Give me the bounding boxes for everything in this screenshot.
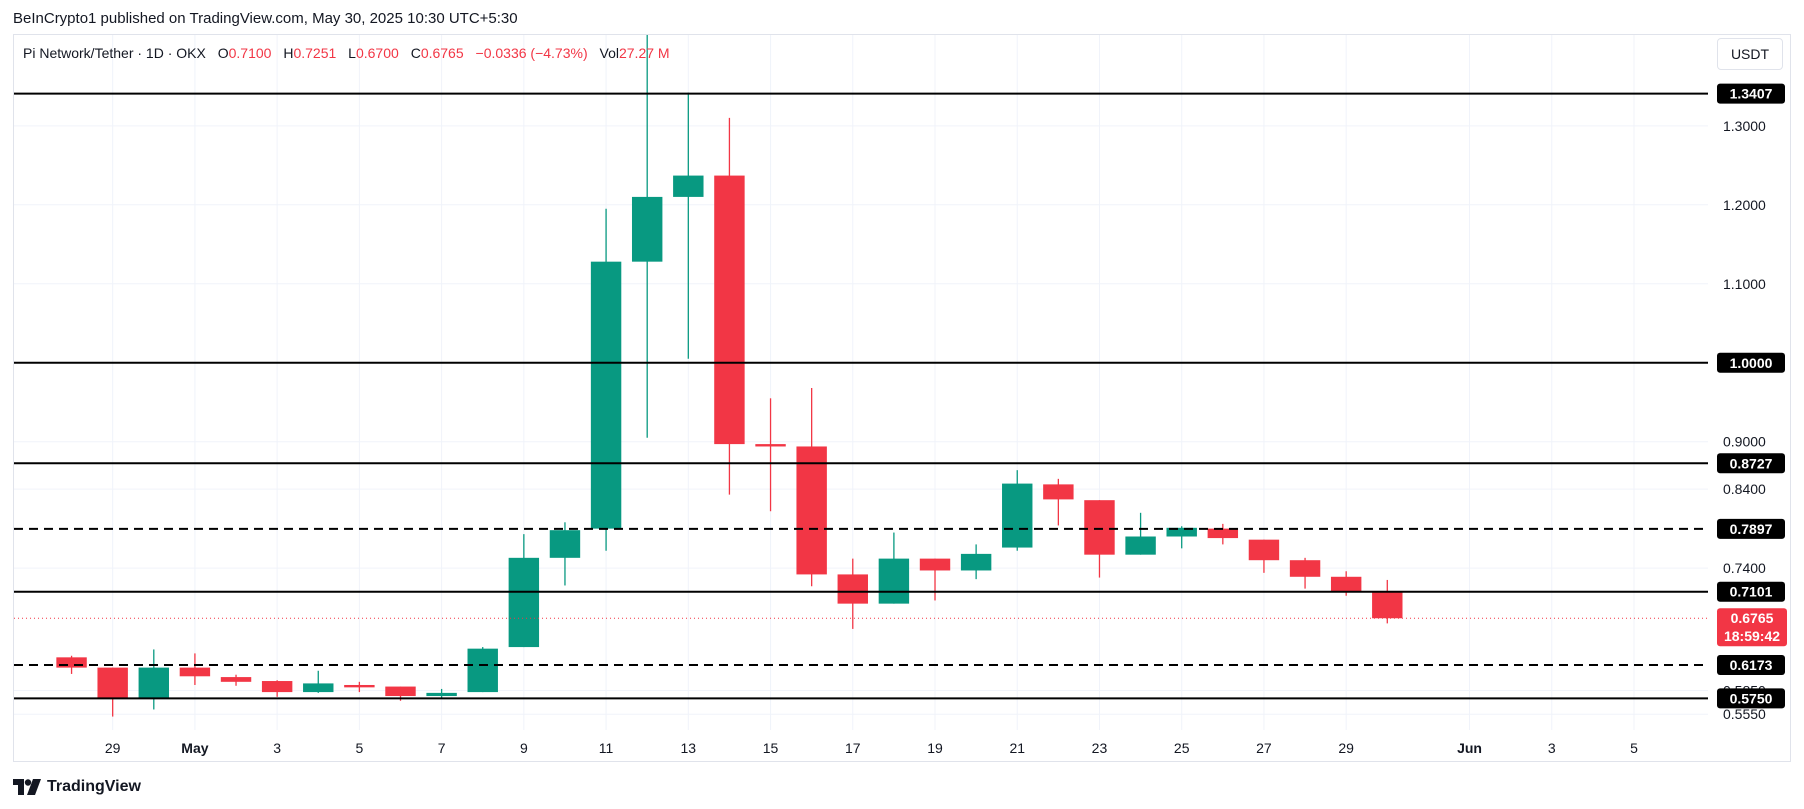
candle-body-4 [220, 677, 252, 682]
candle-body-18 [796, 446, 827, 575]
candle-body-1 [97, 667, 128, 698]
level-label-box-3 [1717, 518, 1785, 539]
candle-body-5 [261, 681, 293, 693]
y-tick-label-4: 0.8400 [1723, 481, 1766, 497]
tradingview-logo-icon [13, 779, 41, 795]
volume-key: Vol [599, 45, 619, 61]
candle-body-32 [1372, 591, 1403, 619]
candle-body-20 [878, 558, 910, 604]
level-label-0: 1.3407 [1730, 86, 1773, 102]
close-value: 0.6765 [420, 45, 464, 61]
candle-body-13 [590, 261, 622, 529]
candle-body-6 [303, 683, 334, 693]
chart-frame[interactable] [13, 34, 1791, 762]
x-tick-label-0: 29 [105, 740, 121, 756]
x-tick-label-17: 3 [1548, 740, 1556, 756]
candle-body-10 [467, 648, 498, 693]
x-tick-label-3: 5 [355, 740, 363, 756]
level-label-box-6 [1717, 688, 1785, 709]
y-tick-label-0: 1.3000 [1723, 118, 1766, 134]
candle-body-14 [631, 196, 663, 262]
candle-body-23 [1002, 483, 1033, 548]
level-label-5: 0.6173 [1730, 657, 1773, 673]
level-label-2: 0.8727 [1730, 455, 1773, 471]
currency-selector[interactable]: USDT [1717, 38, 1783, 70]
x-tick-label-5: 9 [520, 740, 528, 756]
candle-body-25 [1084, 500, 1115, 555]
level-label-4: 0.7101 [1730, 584, 1773, 600]
candle-body-28 [1207, 528, 1239, 539]
candle-body-19 [837, 574, 868, 604]
level-label-box-2 [1717, 453, 1785, 474]
last-price-label: 0.6765 [1731, 610, 1774, 626]
publisher-line: BeInCrypto1 published on TradingView.com… [13, 10, 518, 27]
x-tick-label-11: 21 [1009, 740, 1025, 756]
x-tick-label-14: 27 [1256, 740, 1272, 756]
volume-value: 27.27 M [618, 45, 670, 61]
candle-body-0 [56, 657, 87, 668]
candle-body-27 [1166, 527, 1197, 537]
candle-body-16 [714, 175, 745, 445]
countdown-label: 18:59:42 [1724, 628, 1780, 644]
x-tick-label-7: 13 [681, 740, 697, 756]
x-tick-label-10: 19 [927, 740, 943, 756]
candle-body-24 [1043, 484, 1074, 500]
high-value: 0.7251 [293, 45, 337, 61]
candle-body-31 [1330, 576, 1362, 591]
x-tick-label-8: 15 [763, 740, 779, 756]
candle-body-17 [755, 444, 786, 447]
high-key: H [283, 45, 294, 61]
close-key: C [410, 45, 421, 61]
candle-body-21 [919, 558, 951, 571]
level-label-3: 0.7897 [1730, 521, 1773, 537]
open-key: O [217, 45, 229, 61]
level-label-box-4 [1717, 581, 1785, 602]
low-value: 0.6700 [355, 45, 399, 61]
last-price-box [1717, 608, 1787, 647]
candle-body-26 [1125, 536, 1156, 555]
candle-body-29 [1248, 539, 1280, 561]
tradingview-brand: TradingView [47, 778, 141, 795]
open-value: 0.7100 [228, 45, 272, 61]
candle-body-22 [960, 553, 992, 571]
symbol-title[interactable]: Pi Network/Tether · 1D · OKX [23, 45, 206, 61]
candle-body-11 [508, 557, 540, 648]
candle-body-30 [1289, 560, 1321, 577]
ohlc-legend: Pi Network/Tether · 1D · OKX O0.7100 H0.… [23, 45, 670, 61]
x-tick-label-18: 5 [1630, 740, 1638, 756]
x-tick-label-12: 23 [1092, 740, 1108, 756]
level-label-box-1 [1717, 352, 1785, 373]
x-tick-label-13: 25 [1174, 740, 1190, 756]
x-tick-label-6: 11 [599, 740, 614, 756]
y-tick-label-1: 1.2000 [1723, 197, 1766, 213]
y-tick-label-5: 0.7400 [1723, 560, 1766, 576]
candle-body-9 [426, 692, 457, 697]
candle-body-2 [138, 667, 170, 698]
y-tick-label-2: 1.1000 [1723, 276, 1766, 292]
candle-body-8 [385, 686, 416, 697]
level-label-6: 0.5750 [1730, 690, 1773, 706]
x-tick-label-15: 29 [1338, 740, 1354, 756]
candle-body-15 [673, 175, 704, 197]
tradingview-logo[interactable]: TradingView [13, 778, 141, 796]
x-tick-label-4: 7 [438, 740, 446, 756]
change-value: −0.0336 (−4.73%) [475, 45, 588, 61]
y-tick-label-7: 0.5550 [1723, 706, 1766, 722]
candle-body-12 [549, 530, 581, 558]
x-tick-label-9: 17 [845, 740, 861, 756]
y-tick-label-3: 0.9000 [1723, 434, 1766, 450]
low-key: L [348, 45, 356, 61]
x-tick-label-2: 3 [273, 740, 281, 756]
x-tick-label-1: May [181, 740, 208, 756]
level-label-box-0 [1717, 83, 1785, 104]
candle-body-7 [344, 684, 375, 688]
level-label-1: 1.0000 [1730, 355, 1773, 371]
x-tick-label-16: Jun [1457, 740, 1482, 756]
candle-body-3 [179, 667, 211, 677]
level-label-box-5 [1717, 655, 1785, 676]
